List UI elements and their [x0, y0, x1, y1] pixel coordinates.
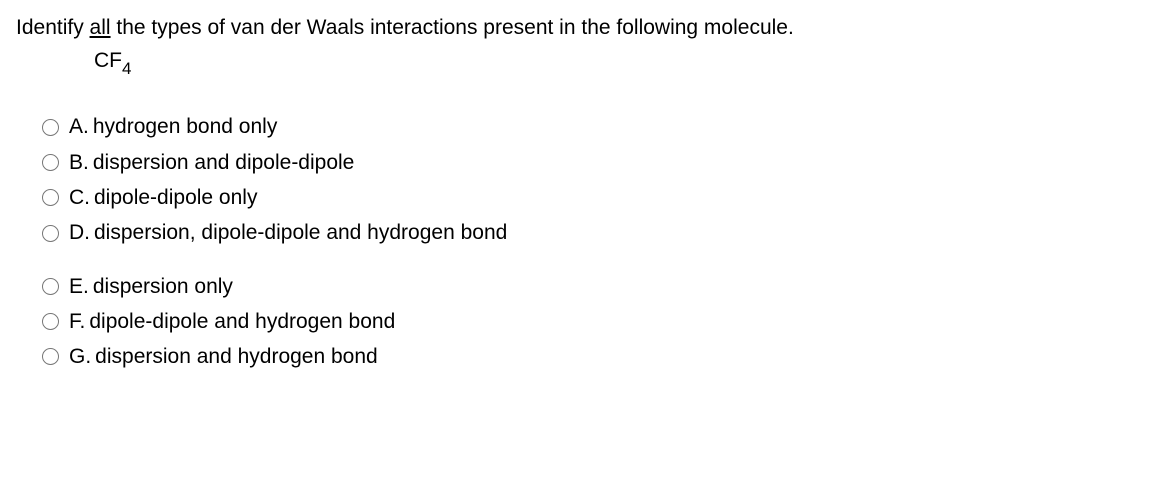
option-text: dispersion, dipole-dipole and hydrogen b… [94, 221, 507, 244]
option-row[interactable]: A.hydrogen bond only [42, 113, 1140, 140]
radio-button[interactable] [42, 189, 59, 206]
question-text: Identify all the types of van der Waals … [16, 14, 1140, 41]
options-group: A.hydrogen bond only B.dispersion and di… [16, 113, 1140, 370]
option-row[interactable]: F.dipole-dipole and hydrogen bond [42, 308, 1140, 335]
question-suffix: the types of van der Waals interactions … [111, 16, 794, 39]
radio-button[interactable] [42, 119, 59, 136]
option-row[interactable]: C.dipole-dipole only [42, 184, 1140, 211]
option-row[interactable]: G.dispersion and hydrogen bond [42, 343, 1140, 370]
option-text: dipole-dipole and hydrogen bond [89, 310, 395, 333]
option-letter: G. [69, 345, 91, 368]
option-letter: C. [69, 186, 90, 209]
option-label: D.dispersion, dipole-dipole and hydrogen… [69, 219, 507, 246]
radio-button[interactable] [42, 225, 59, 242]
option-row[interactable]: D.dispersion, dipole-dipole and hydrogen… [42, 219, 1140, 246]
option-label: G.dispersion and hydrogen bond [69, 343, 378, 370]
question-prefix: Identify [16, 16, 90, 39]
option-text: dispersion only [93, 275, 233, 298]
option-row[interactable]: E.dispersion only [42, 273, 1140, 300]
molecule-subscript: 4 [122, 59, 131, 78]
option-label: E.dispersion only [69, 273, 233, 300]
option-letter: E. [69, 275, 89, 298]
option-label: B.dispersion and dipole-dipole [69, 149, 354, 176]
radio-button[interactable] [42, 348, 59, 365]
option-text: dispersion and hydrogen bond [95, 345, 378, 368]
option-text: hydrogen bond only [93, 115, 277, 138]
option-letter: D. [69, 221, 90, 244]
option-label: C.dipole-dipole only [69, 184, 257, 211]
option-gap [42, 255, 1140, 273]
radio-button[interactable] [42, 313, 59, 330]
option-text: dispersion and dipole-dipole [93, 151, 355, 174]
question-underlined: all [90, 16, 111, 39]
option-letter: A. [69, 115, 89, 138]
option-label: A.hydrogen bond only [69, 113, 277, 140]
option-text: dipole-dipole only [94, 186, 257, 209]
option-row[interactable]: B.dispersion and dipole-dipole [42, 149, 1140, 176]
radio-button[interactable] [42, 278, 59, 295]
option-letter: F. [69, 310, 85, 333]
molecule-base: CF [94, 49, 122, 72]
radio-button[interactable] [42, 154, 59, 171]
option-letter: B. [69, 151, 89, 174]
molecule-formula: CF4 [94, 49, 1140, 77]
option-label: F.dipole-dipole and hydrogen bond [69, 308, 395, 335]
